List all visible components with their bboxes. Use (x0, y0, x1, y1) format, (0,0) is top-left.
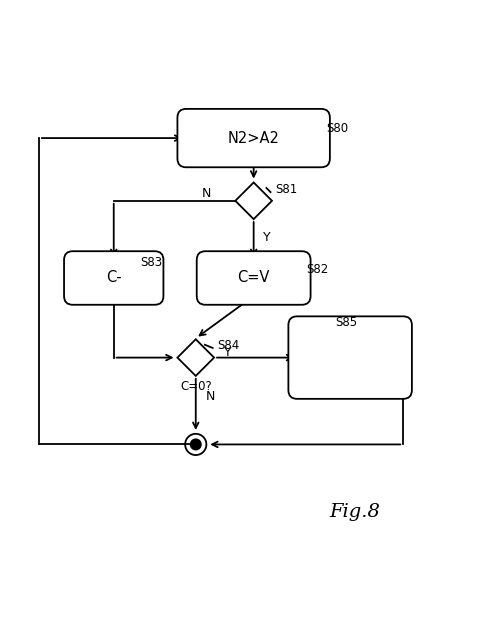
FancyBboxPatch shape (197, 251, 310, 305)
Text: S82: S82 (307, 263, 329, 276)
Text: S80: S80 (326, 122, 348, 135)
FancyBboxPatch shape (64, 251, 163, 305)
Text: C-: C- (106, 271, 122, 285)
Polygon shape (235, 182, 272, 219)
Text: S85: S85 (336, 316, 358, 329)
FancyBboxPatch shape (178, 109, 330, 167)
Text: C=0?: C=0? (180, 380, 212, 393)
Text: N2>A2: N2>A2 (228, 131, 280, 145)
Circle shape (190, 439, 201, 450)
Text: Fig.8: Fig.8 (329, 503, 381, 521)
Text: S83: S83 (140, 256, 163, 269)
Text: S81: S81 (275, 183, 298, 197)
Text: N: N (202, 187, 211, 200)
Text: C=V: C=V (238, 271, 270, 285)
Text: S84: S84 (218, 339, 240, 352)
Text: N: N (205, 390, 215, 403)
Text: Y: Y (224, 346, 231, 359)
Polygon shape (178, 339, 214, 376)
Text: Y: Y (264, 231, 271, 244)
FancyBboxPatch shape (288, 316, 412, 399)
